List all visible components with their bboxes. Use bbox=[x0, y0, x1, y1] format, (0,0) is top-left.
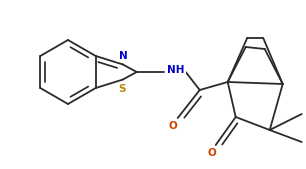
Text: S: S bbox=[118, 84, 125, 94]
Text: O: O bbox=[168, 121, 177, 131]
Text: N: N bbox=[119, 51, 128, 61]
Bar bbox=[115, 83, 128, 94]
Text: O: O bbox=[207, 148, 216, 158]
Text: NH: NH bbox=[167, 65, 185, 75]
Bar bbox=[205, 148, 218, 159]
Bar bbox=[166, 120, 179, 131]
Bar bbox=[117, 51, 130, 62]
Bar bbox=[166, 64, 186, 76]
